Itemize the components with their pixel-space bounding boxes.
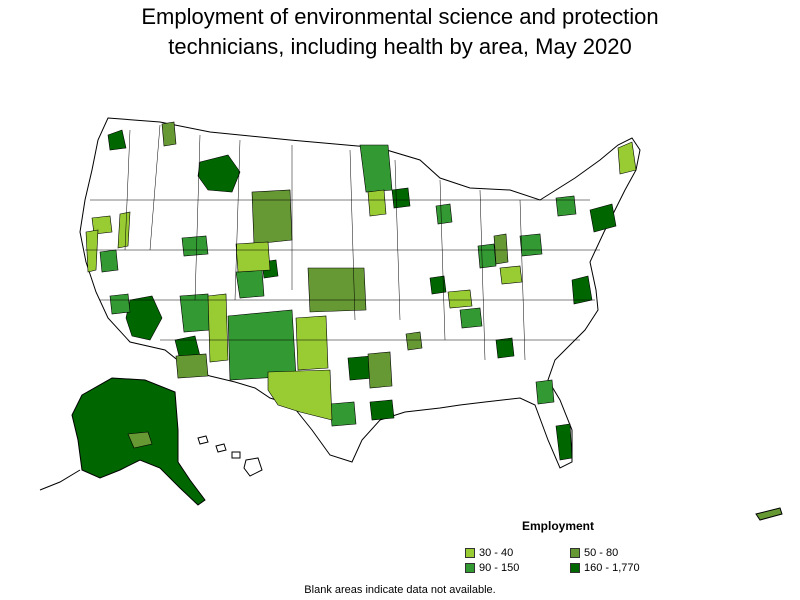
legend-title: Employment [522, 519, 595, 533]
alaska-peninsula [39, 469, 81, 491]
legend-label: 90 - 150 [479, 562, 520, 574]
legend-label: 50 - 80 [584, 547, 619, 559]
legend-swatch [465, 563, 475, 573]
hawaii-islands [197, 435, 263, 477]
title-line-2: technicians, including health by area, M… [168, 34, 632, 59]
state-boundaries [85, 124, 600, 361]
legend-item-160-1770: 160 - 1,770 [570, 562, 640, 574]
map-title: Employment of environmental science and … [0, 2, 800, 62]
legend-item-90-150: 90 - 150 [465, 562, 519, 574]
legend-item-50-80: 50 - 80 [570, 547, 618, 559]
legend-label: 160 - 1,770 [584, 562, 640, 574]
legend-label: 30 - 40 [479, 547, 514, 559]
puerto-rico [755, 507, 783, 521]
legend-swatch [570, 563, 580, 573]
footnote: Blank areas indicate data not available. [304, 584, 496, 596]
legend-swatch [465, 548, 475, 558]
legend-swatch [570, 548, 580, 558]
legend-item-30-40: 30 - 40 [465, 547, 513, 559]
title-line-1: Employment of environmental science and … [141, 4, 659, 29]
alaska-region-b [127, 431, 153, 449]
employment-regions [85, 121, 637, 461]
